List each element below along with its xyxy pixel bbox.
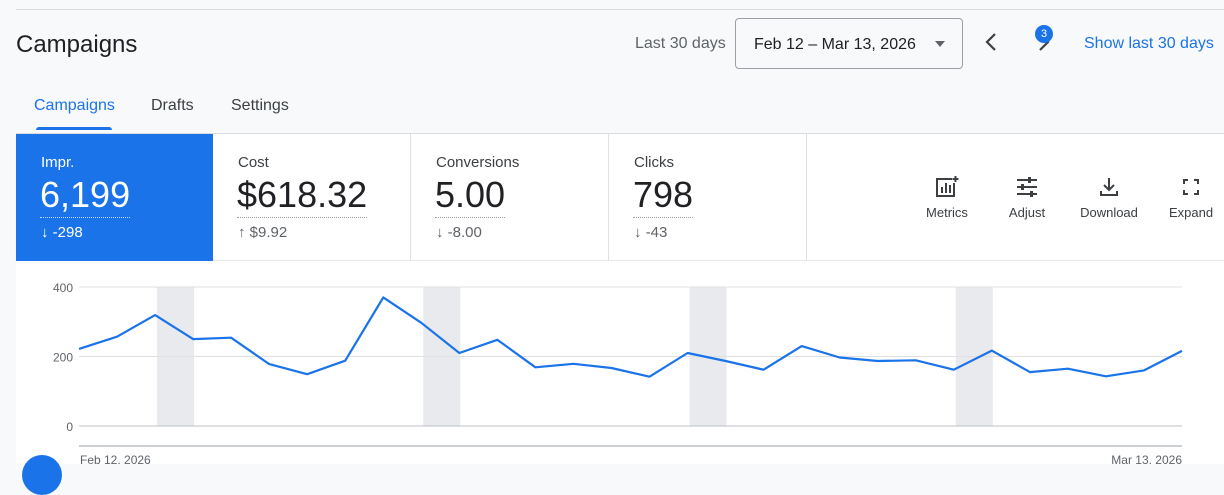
metric-label: Impr.	[41, 154, 74, 171]
download-button-label: Download	[1074, 205, 1144, 220]
create-fab-button[interactable]	[22, 455, 62, 495]
chart-area: 0 200 400 Feb 12, 2026 Mar 13, 2026	[16, 261, 1224, 464]
adjust-button[interactable]: Adjust	[992, 174, 1062, 220]
metric-card-clicks[interactable]: Clicks 798 ↓ -43	[609, 134, 807, 261]
metric-value: $618.32	[237, 174, 367, 218]
impressions-line-chart: 0 200 400 Feb 12, 2026 Mar 13, 2026	[16, 261, 1224, 464]
top-divider	[16, 9, 1224, 10]
arrow-down-icon: ↓	[634, 224, 642, 241]
arrow-down-icon: ↓	[436, 224, 444, 241]
y-tick-label: 0	[66, 420, 73, 434]
metric-value: 6,199	[40, 174, 130, 218]
metric-label: Conversions	[436, 154, 519, 171]
active-tab-indicator	[36, 127, 112, 130]
adjust-button-label: Adjust	[992, 205, 1062, 220]
show-last-30-days-link[interactable]: Show last 30 days	[1084, 35, 1214, 53]
metric-delta: ↓ -298	[41, 224, 83, 241]
metric-card-conversions[interactable]: Conversions 5.00 ↓ -8.00	[411, 134, 609, 261]
metrics-panel: Impr. 6,199 ↓ -298 Cost $618.32 ↑ $9.92 …	[16, 133, 1224, 261]
expand-button[interactable]: Expand	[1156, 174, 1224, 220]
date-range-dropdown[interactable]: Feb 12 – Mar 13, 2026	[735, 18, 963, 69]
x-tick-label-end: Mar 13, 2026	[1111, 453, 1182, 464]
add-chart-icon	[934, 174, 960, 200]
arrow-down-icon: ↓	[41, 224, 49, 241]
metrics-button-label: Metrics	[912, 205, 982, 220]
metric-delta: ↑ $9.92	[238, 224, 287, 241]
download-icon	[1096, 174, 1122, 200]
previous-period-button[interactable]	[980, 27, 1004, 57]
metric-value: 5.00	[435, 174, 505, 218]
arrow-up-icon: ↑	[238, 224, 246, 241]
dropdown-caret-icon	[935, 41, 945, 47]
tab-settings[interactable]: Settings	[231, 97, 289, 115]
tune-icon	[1014, 174, 1040, 200]
metric-card-impressions[interactable]: Impr. 6,199 ↓ -298	[16, 134, 213, 261]
metrics-button[interactable]: Metrics	[912, 174, 982, 220]
metric-value: 798	[633, 174, 693, 218]
expand-button-label: Expand	[1156, 205, 1224, 220]
date-range-label: Last 30 days	[635, 35, 726, 53]
metric-label: Cost	[238, 154, 269, 171]
page-title: Campaigns	[16, 30, 137, 60]
chevron-left-icon	[980, 27, 1004, 57]
series-line-impressions	[79, 297, 1182, 376]
metric-delta: ↓ -8.00	[436, 224, 482, 241]
adjust-count-badge: 3	[1035, 25, 1053, 43]
y-tick-label: 200	[53, 351, 73, 365]
tab-drafts[interactable]: Drafts	[151, 97, 194, 115]
y-tick-label: 400	[53, 281, 73, 295]
metric-label: Clicks	[634, 154, 674, 171]
fullscreen-icon	[1178, 174, 1204, 200]
tab-campaigns[interactable]: Campaigns	[34, 97, 115, 115]
download-button[interactable]: Download	[1074, 174, 1144, 220]
metric-delta: ↓ -43	[634, 224, 667, 241]
x-tick-label-start: Feb 12, 2026	[80, 453, 151, 464]
metric-card-cost[interactable]: Cost $618.32 ↑ $9.92	[213, 134, 411, 261]
date-range-value: Feb 12 – Mar 13, 2026	[754, 36, 916, 54]
